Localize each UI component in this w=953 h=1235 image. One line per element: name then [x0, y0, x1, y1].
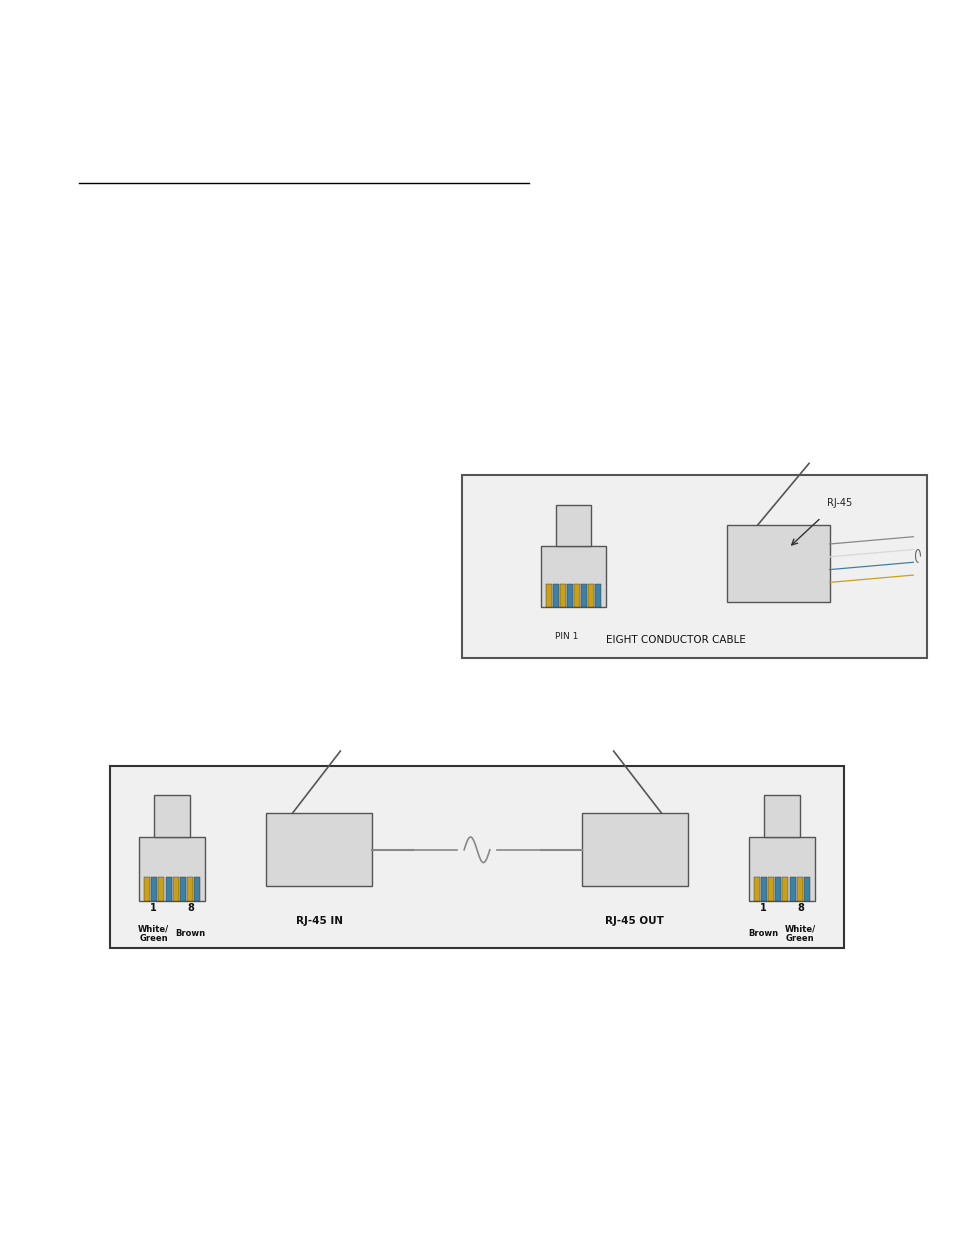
Bar — [796, 877, 801, 900]
Text: White/
Green: White/ Green — [138, 925, 169, 944]
Bar — [789, 877, 795, 900]
Bar — [152, 877, 157, 900]
Bar — [266, 813, 372, 887]
Bar — [726, 525, 829, 601]
Bar — [767, 877, 773, 900]
Text: EIGHT CONDUCTOR CABLE: EIGHT CONDUCTOR CABLE — [605, 635, 745, 645]
Bar — [580, 584, 586, 608]
Text: RJ-45 IN: RJ-45 IN — [295, 916, 342, 926]
Bar — [153, 795, 191, 837]
Bar — [762, 795, 800, 837]
Text: 1: 1 — [760, 903, 766, 913]
Bar — [555, 505, 591, 546]
Bar — [540, 546, 605, 608]
Bar — [559, 584, 565, 608]
Bar — [144, 877, 150, 900]
Text: Brown: Brown — [747, 930, 778, 939]
Bar — [566, 584, 572, 608]
Text: RJ-45 OUT: RJ-45 OUT — [605, 916, 663, 926]
Bar — [545, 584, 551, 608]
Text: 8: 8 — [796, 903, 803, 913]
Bar — [760, 877, 766, 900]
Text: 8: 8 — [187, 903, 193, 913]
Text: White/
Green: White/ Green — [784, 925, 815, 944]
Bar — [180, 877, 186, 900]
Bar — [139, 837, 205, 900]
Text: Brown: Brown — [175, 930, 206, 939]
Bar — [781, 877, 787, 900]
Bar — [194, 877, 200, 900]
Text: PIN 1: PIN 1 — [555, 632, 578, 641]
Bar — [748, 837, 814, 900]
Text: RJ-45: RJ-45 — [826, 498, 851, 508]
Bar — [753, 877, 759, 900]
Bar — [461, 475, 926, 658]
Bar — [775, 877, 781, 900]
Bar — [172, 877, 178, 900]
Bar — [187, 877, 193, 900]
Bar — [166, 877, 172, 900]
Bar — [588, 584, 594, 608]
Text: 1: 1 — [151, 903, 157, 913]
Bar — [158, 877, 164, 900]
Bar — [595, 584, 600, 608]
Bar — [574, 584, 579, 608]
Bar — [553, 584, 558, 608]
Bar — [110, 766, 843, 948]
Bar — [581, 813, 687, 887]
Bar — [803, 877, 809, 900]
